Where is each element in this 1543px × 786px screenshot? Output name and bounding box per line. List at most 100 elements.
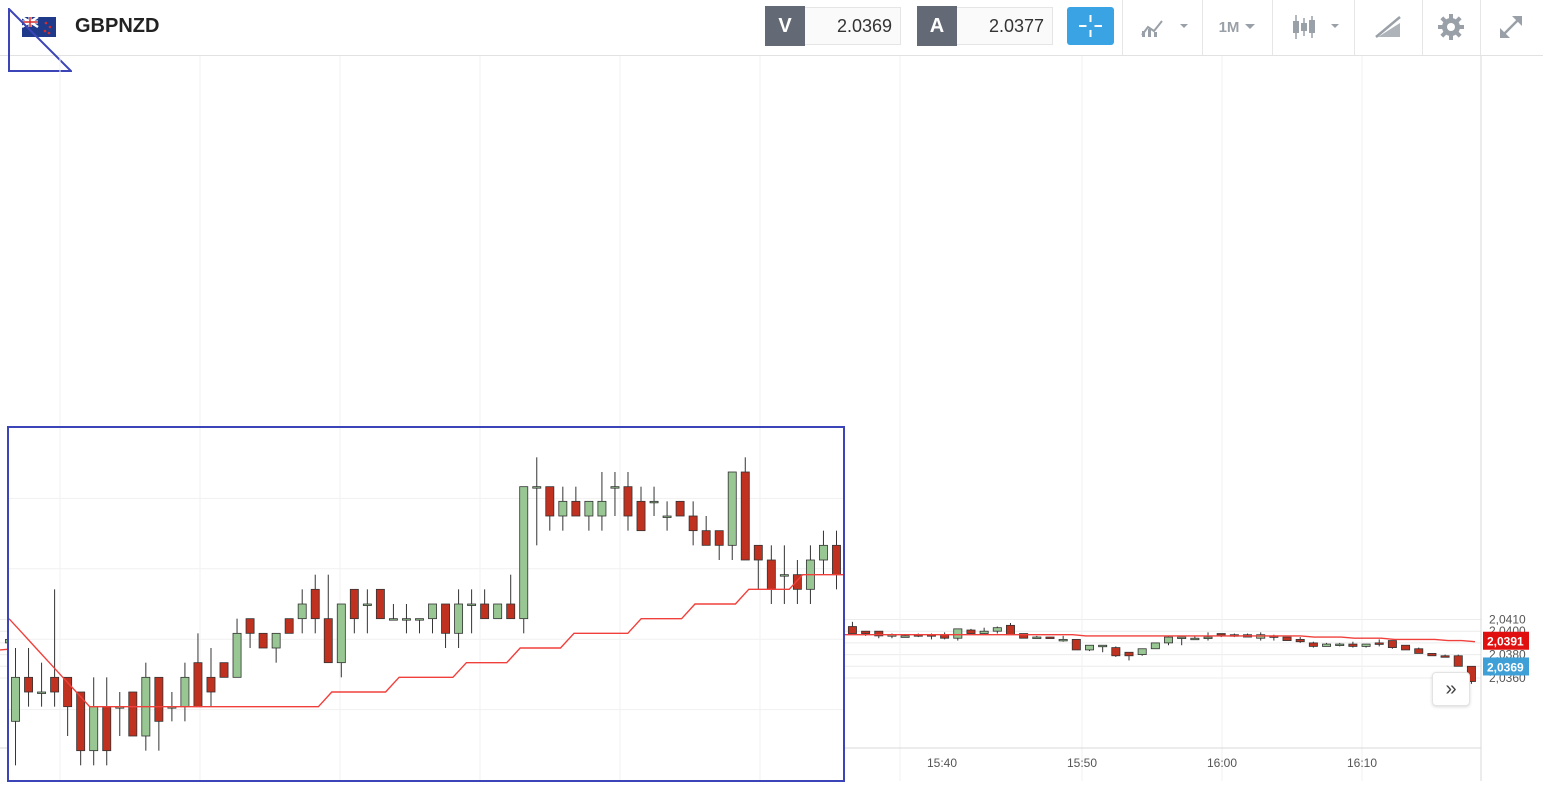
indicators-button[interactable] (1134, 5, 1194, 49)
inset-candle-body (37, 691, 47, 694)
toolbar-divider (1272, 0, 1273, 55)
candle-body (1071, 638, 1081, 651)
inset-candle-body (727, 471, 737, 546)
crosshair-button[interactable] (1067, 7, 1114, 45)
candle-body (1164, 636, 1173, 644)
settings-button[interactable] (1430, 5, 1472, 49)
candle-type-button[interactable] (1284, 5, 1346, 49)
candle-body (1098, 644, 1108, 648)
candle-body (1295, 638, 1305, 643)
inset-candle-body (245, 618, 255, 634)
candle-body (1374, 642, 1384, 645)
inset-candle-body (467, 603, 477, 606)
indicators-icon (1141, 20, 1188, 37)
inset-candle-body (519, 486, 529, 620)
inset-candle-body (779, 574, 789, 577)
ma-price-label: 2,0391 (1487, 635, 1524, 649)
candle-body (992, 627, 1002, 632)
inset-candle-body (649, 500, 659, 504)
inset-candle-body (571, 500, 581, 517)
inset-candle-body (714, 530, 724, 546)
candle-body (1032, 636, 1042, 639)
inset-candle-body (388, 618, 398, 621)
toolbar-divider (1354, 0, 1355, 55)
inset-candle-body (597, 500, 607, 517)
ask-tag: A (917, 6, 957, 46)
toolbar-divider (1202, 0, 1203, 55)
inset-candle-body (428, 603, 437, 620)
inset-candle-body (323, 618, 333, 664)
bid-price-box[interactable]: V 2.0369 (765, 6, 901, 46)
candle-body (1427, 653, 1437, 657)
ask-price-box[interactable]: A 2.0377 (917, 6, 1053, 46)
inset-candle-body (76, 691, 86, 752)
candle-body (1440, 655, 1450, 658)
fullscreen-button[interactable] (1488, 5, 1534, 49)
inset-candle-body (506, 603, 516, 620)
inset-candle-body (610, 486, 620, 489)
scroll-to-latest-button[interactable]: » (1432, 672, 1470, 706)
inset-candle-body (454, 603, 464, 634)
inset-candle-body (493, 603, 503, 620)
inset-candle-body (623, 486, 633, 517)
candle-body (1401, 644, 1411, 651)
candle-body (1308, 642, 1318, 647)
candle-body (847, 626, 857, 634)
expand-icon (1500, 16, 1522, 38)
inset-candle-body (362, 603, 372, 606)
candle-body (1216, 633, 1226, 636)
candle-body (1453, 655, 1463, 667)
ask-value: 2.0377 (957, 7, 1053, 45)
inset-candle-body (284, 618, 294, 634)
candle-body (1414, 648, 1424, 654)
drawing-icon (1375, 16, 1401, 38)
candle-body (1361, 643, 1371, 647)
inset-candle-body (154, 676, 164, 722)
inset-candle-body (375, 588, 385, 620)
candle-body (1203, 636, 1213, 639)
candle-body (1335, 643, 1345, 646)
candle-body (1348, 643, 1358, 647)
inset-candle-body (819, 544, 828, 561)
candle-body (861, 630, 871, 634)
inset-candle-body (584, 500, 594, 517)
inset-candle-body (545, 486, 555, 517)
candle-body (1085, 644, 1094, 651)
toolbar-divider (1422, 0, 1423, 55)
bid-tag: V (765, 6, 805, 46)
candle-body (1190, 637, 1200, 641)
candlestick-chart[interactable]: 2,03602,03702,03802,03902,04002,041015:4… (0, 56, 1543, 786)
candle-body (900, 635, 910, 638)
inset-candle-body (219, 662, 229, 678)
bid-value: 2.0369 (805, 7, 901, 45)
inset-candle-body (480, 603, 490, 620)
candle-body (1322, 643, 1332, 647)
inset-candle-body (402, 618, 411, 621)
inset-candle-body (662, 515, 672, 518)
candle-body (1019, 633, 1029, 639)
inset-candle-body (441, 603, 450, 634)
inset-candle-body (688, 515, 698, 532)
toolbar-divider (1122, 0, 1123, 55)
timeframe-button[interactable]: 1M (1210, 5, 1266, 49)
inset-candle-body (206, 676, 216, 693)
inset-candle-body (740, 471, 750, 561)
inset-candle-body (128, 691, 138, 737)
current-price-tag (1483, 657, 1529, 676)
inset-candle-body (102, 706, 112, 752)
y-tick-label: 2,0410 (1489, 613, 1526, 627)
candle-body (1177, 636, 1187, 639)
inset-candle-body (558, 500, 568, 517)
inset-candle-body (193, 662, 203, 708)
inset-candle-body (50, 676, 60, 693)
inset-candle-body (24, 676, 33, 693)
inset-candle-body (766, 559, 776, 590)
drawing-tools-button[interactable] (1364, 5, 1412, 49)
current-price-label: 2,0369 (1487, 660, 1524, 674)
inset-candle-body (11, 676, 20, 722)
chart-toolbar: GBPNZD V 2.0369 A 2.0377 1M (0, 0, 1543, 56)
candle-body (1282, 636, 1292, 641)
x-tick-label: 16:00 (1207, 756, 1237, 770)
inset-candle-body (532, 486, 542, 489)
candle-body (1387, 640, 1397, 648)
